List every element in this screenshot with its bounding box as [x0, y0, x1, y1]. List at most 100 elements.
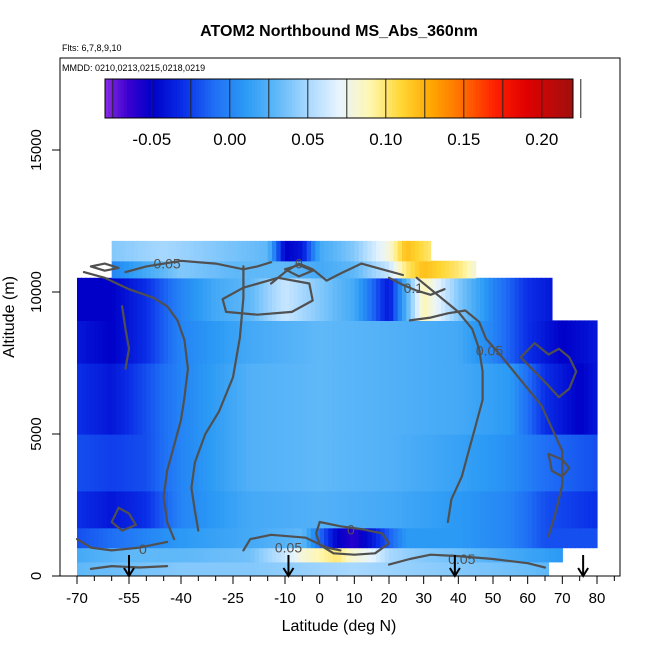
heatmap-cell-band-9 [298, 240, 303, 262]
heatmap-cell-band-2 [397, 527, 403, 549]
colorbar-swatch [108, 79, 112, 118]
colorbar-swatch [479, 79, 484, 118]
heatmap-cell-band-3 [207, 490, 212, 529]
heatmap-cell-band-5 [376, 363, 381, 435]
heatmap-cell-band-2 [133, 527, 139, 549]
heatmap-cell-band-3 [332, 490, 338, 529]
heatmap-cell-band-4 [172, 434, 178, 492]
heatmap-cell-band-6 [267, 320, 273, 364]
heatmap-cell-band-1 [124, 547, 130, 563]
colorbar-swatch [495, 79, 499, 118]
heatmap-cell-band-8 [406, 260, 412, 279]
heatmap-cell-band-7 [436, 277, 442, 321]
heatmap-cell-band-0 [298, 561, 303, 576]
heatmap-cell-band-1 [549, 547, 555, 563]
colorbar-swatch [207, 79, 212, 118]
heatmap-cell-band-2 [215, 527, 221, 549]
heatmap-cell-band-7 [545, 277, 550, 321]
heatmap-cell-band-2 [129, 527, 134, 549]
colorbar-tick-label: 0.05 [291, 130, 324, 149]
colorbar-swatch [388, 79, 393, 118]
heatmap-cell-band-4 [263, 434, 269, 492]
heatmap-cell-band-0 [514, 561, 520, 576]
heatmap-cell-band-3 [549, 490, 555, 529]
heatmap-cell-band-4 [155, 434, 160, 492]
heatmap-cell-band-4 [332, 434, 338, 492]
heatmap-cell-band-0 [189, 561, 195, 576]
heatmap-cell-band-0 [510, 561, 516, 576]
heatmap-cell-band-9 [124, 240, 130, 262]
heatmap-cell-band-5 [363, 363, 368, 435]
heatmap-cell-band-4 [419, 434, 425, 492]
heatmap-cell-band-5 [137, 363, 143, 435]
heatmap-cell-band-9 [272, 240, 277, 262]
heatmap-cell-band-6 [285, 320, 290, 364]
heatmap-cell-band-8 [423, 260, 429, 279]
heatmap-cell-band-7 [458, 277, 464, 321]
heatmap-cell-band-3 [337, 490, 342, 529]
heatmap-cell-band-8 [467, 260, 472, 279]
heatmap-cell-band-2 [497, 527, 503, 549]
heatmap-cell-band-3 [393, 490, 399, 529]
heatmap-cell-band-7 [233, 277, 238, 321]
heatmap-cell-band-4 [150, 434, 156, 492]
heatmap-cell-band-9 [350, 240, 355, 262]
heatmap-cell-band-7 [462, 277, 468, 321]
heatmap-cell-band-4 [250, 434, 256, 492]
heatmap-cell-band-7 [306, 277, 312, 321]
heatmap-cell-band-6 [579, 320, 585, 364]
heatmap-cell-band-4 [428, 434, 433, 492]
heatmap-cell-band-9 [259, 240, 264, 262]
heatmap-cell-band-0 [523, 561, 529, 576]
heatmap-cell-band-8 [289, 260, 295, 279]
heatmap-cell-band-2 [155, 527, 160, 549]
heatmap-cell-band-8 [159, 260, 165, 279]
heatmap-cell-band-7 [341, 277, 347, 321]
heatmap-cell-band-7 [527, 277, 533, 321]
heatmap-cell-band-7 [367, 277, 373, 321]
heatmap-cell-band-2 [324, 527, 329, 549]
heatmap-cell-band-0 [267, 561, 273, 576]
heatmap-cell-band-0 [202, 561, 208, 576]
heatmap-cell-band-4 [406, 434, 412, 492]
heatmap-cell-band-3 [276, 490, 282, 529]
heatmap-cell-band-5 [207, 363, 212, 435]
colorbar-swatch [401, 79, 406, 118]
heatmap-cell-band-7 [510, 277, 516, 321]
heatmap-cell-band-6 [94, 320, 100, 364]
colorbar-swatch [126, 79, 131, 118]
heatmap-cell-band-7 [406, 277, 412, 321]
heatmap-cell-band-8 [358, 260, 364, 279]
chart-title: ATOM2 Northbound MS_Abs_360nm [200, 23, 478, 40]
colorbar-swatch [307, 79, 312, 118]
heatmap-cell-band-1 [324, 547, 329, 563]
heatmap-cell-band-0 [194, 561, 199, 576]
heatmap-cell-band-2 [432, 527, 438, 549]
heatmap-cell-band-1 [376, 547, 381, 563]
heatmap-cell-band-6 [254, 320, 260, 364]
heatmap-cell-band-6 [215, 320, 221, 364]
heatmap-cell-band-0 [341, 561, 347, 576]
colorbar-swatch [136, 79, 140, 118]
heatmap-cell-band-4 [81, 434, 87, 492]
heatmap-cell-band-2 [445, 527, 451, 549]
colorbar-swatch [195, 79, 200, 118]
heatmap-cell-band-7 [475, 277, 481, 321]
heatmap-cell-band-9 [341, 240, 347, 262]
colorbar-swatch [339, 79, 343, 118]
heatmap-cell-band-3 [475, 490, 481, 529]
heatmap-cell-band-0 [371, 561, 377, 576]
heatmap-cell-band-1 [510, 547, 516, 563]
x-tick-label: -40 [170, 590, 192, 607]
heatmap-cell-band-7 [384, 277, 390, 321]
heatmap-cell-band-4 [540, 434, 546, 492]
heatmap-cell-band-0 [302, 561, 308, 576]
contour-label-2: 0.1 [404, 280, 424, 296]
heatmap-cell-band-5 [246, 363, 251, 435]
heatmap-cell-band-6 [98, 320, 104, 364]
heatmap-cell-band-8 [324, 260, 329, 279]
heatmap-cell-band-5 [77, 363, 82, 435]
heatmap-cell-band-0 [350, 561, 355, 576]
heatmap-cell-band-2 [423, 527, 429, 549]
heatmap-cell-band-4 [510, 434, 516, 492]
